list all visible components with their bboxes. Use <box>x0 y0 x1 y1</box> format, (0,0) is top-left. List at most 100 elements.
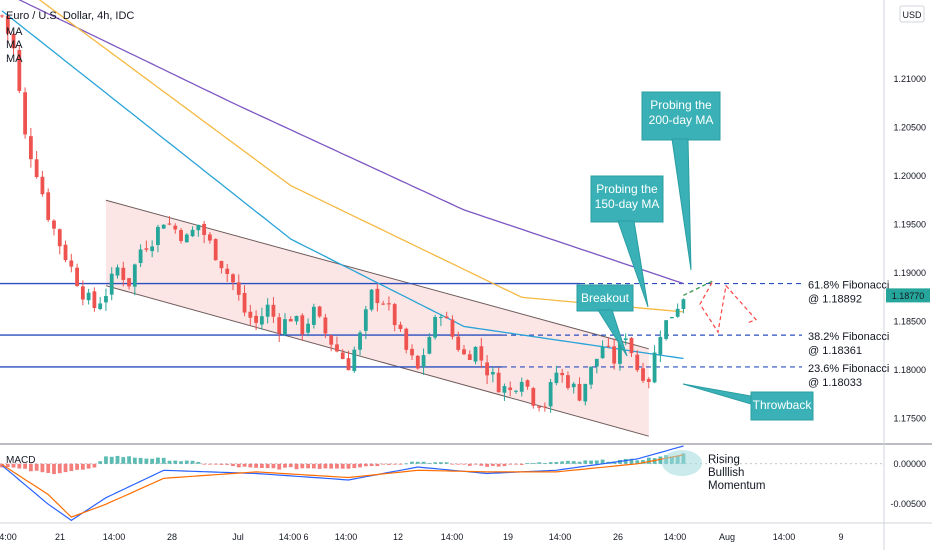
macd-histogram-bar <box>271 463 276 469</box>
macd-histogram-bar <box>502 463 507 467</box>
macd-histogram-bar <box>479 463 484 466</box>
callout-200-ma-text: 200-day MA <box>649 113 714 127</box>
time-axis-tick: 12 <box>393 532 403 542</box>
candle-body-down <box>577 383 582 401</box>
chart-title: Euro / U.S. Dollar, 4h, IDC <box>6 10 134 22</box>
callout-breakout-pointer <box>597 309 628 357</box>
candle-body-down <box>167 223 172 225</box>
candle-body-up <box>514 390 518 392</box>
candle-body-down <box>641 368 645 381</box>
macd-histogram-bar <box>381 463 386 465</box>
momentum-text: Rising <box>708 454 740 466</box>
macd-histogram-bar <box>46 463 51 473</box>
candle-body-down <box>179 230 183 241</box>
candle-body-down <box>202 223 207 235</box>
callout-200-ma-pointer <box>671 138 692 271</box>
macd-histogram-bar <box>577 461 582 464</box>
candle-body-down <box>508 387 513 391</box>
candle-body-down <box>329 335 334 345</box>
macd-histogram-bar <box>363 463 368 467</box>
macd-histogram-bar <box>375 463 380 467</box>
callout-throwback-pointer <box>682 383 752 405</box>
macd-histogram-bar <box>600 459 605 464</box>
candle-body-up <box>363 309 368 331</box>
macd-histogram-bar <box>40 463 45 473</box>
axes: 1.18770 1.21000 1.20500 1.20000 1.19500 1.190… <box>0 74 930 542</box>
candle-body-down <box>392 304 397 326</box>
price-axis-tick: 1.17500 <box>893 414 926 424</box>
macd-histogram-bar <box>329 463 334 469</box>
candle-body-down <box>271 304 276 317</box>
candle-body-down <box>300 315 305 335</box>
time-axis-tick: 14:00 <box>103 532 126 542</box>
candle-body-down <box>52 220 56 229</box>
candle-body-down <box>236 282 241 295</box>
candle-body-down <box>317 306 322 317</box>
fib-value: @ 1.18361 <box>808 345 862 357</box>
candle-body-up <box>675 308 680 317</box>
macd-axis-tick: -0.00500 <box>890 499 926 509</box>
candle-body-up <box>132 264 137 287</box>
macd-histogram-bar <box>173 460 178 464</box>
macd-histogram-bar <box>525 463 530 464</box>
price-axis-tick: 1.18000 <box>893 365 926 375</box>
currency-label: USD <box>902 10 922 20</box>
macd-histogram-bar <box>462 463 466 465</box>
time-axis-tick: 14:00 <box>279 532 302 542</box>
candle-body-up <box>490 372 495 375</box>
macd-histogram-bar <box>450 463 455 465</box>
macd-histogram-bar <box>52 463 56 475</box>
candle-body-up <box>583 383 588 402</box>
candle-body-up <box>652 352 657 383</box>
candle-body-down <box>127 278 131 287</box>
candle-body-down <box>496 372 501 393</box>
candle-body-up <box>352 349 357 371</box>
macd-histogram-bar <box>594 460 599 464</box>
macd-histogram-bar <box>629 458 634 464</box>
currency-badge[interactable] <box>899 5 925 23</box>
candle-body-up <box>184 234 189 243</box>
macd-histogram-bar <box>242 463 247 467</box>
candle-body-down <box>225 268 230 274</box>
candle-body-down <box>28 136 33 160</box>
descending-channel <box>105 199 649 437</box>
macd-histogram-bar <box>531 463 536 464</box>
macd-histogram-bar <box>259 463 264 468</box>
macd-histogram-bar <box>404 463 409 465</box>
macd-histogram-bar <box>190 460 195 464</box>
fib-value: @ 1.18892 <box>808 294 862 306</box>
last-price-label: 1.18770 <box>892 291 925 301</box>
macd-histogram-bar <box>410 461 414 464</box>
ma-label-3: MA <box>6 53 23 65</box>
macd-histogram-bar <box>225 463 230 465</box>
chart-header: Euro / U.S. Dollar, 4h, IDC MA MA MA USD <box>6 5 925 65</box>
last-price-tag <box>886 288 930 303</box>
time-axis-tick: 9 <box>838 532 843 542</box>
macd-histogram-bar <box>248 463 253 468</box>
candle-body-down <box>75 267 79 286</box>
macd-histogram-bar <box>387 463 391 465</box>
callout-150-ma-pointer <box>617 220 649 308</box>
macd-histogram-bar <box>485 463 489 467</box>
candle-body-down <box>219 260 224 269</box>
candle-body-down <box>531 388 536 406</box>
macd-histogram-bar <box>34 463 39 471</box>
time-axis-tick: 28 <box>167 532 177 542</box>
macd-histogram-bar <box>196 461 201 464</box>
candle-body-up <box>433 317 438 338</box>
candle-body-up <box>369 289 374 310</box>
macd-histogram-bar <box>98 461 103 464</box>
momentum-highlight <box>662 450 702 476</box>
fib-label: 61.8% Fibonacci <box>808 280 889 292</box>
macd-histogram-bar <box>566 460 570 464</box>
macd-histogram-bar <box>346 463 351 469</box>
candle-body-down <box>635 354 640 371</box>
macd-histogram-bar <box>398 463 403 465</box>
candle-body-down <box>11 33 16 49</box>
callout-throwback-box <box>750 391 814 421</box>
candle-body-down <box>375 288 380 304</box>
candle-body-up <box>554 372 559 384</box>
